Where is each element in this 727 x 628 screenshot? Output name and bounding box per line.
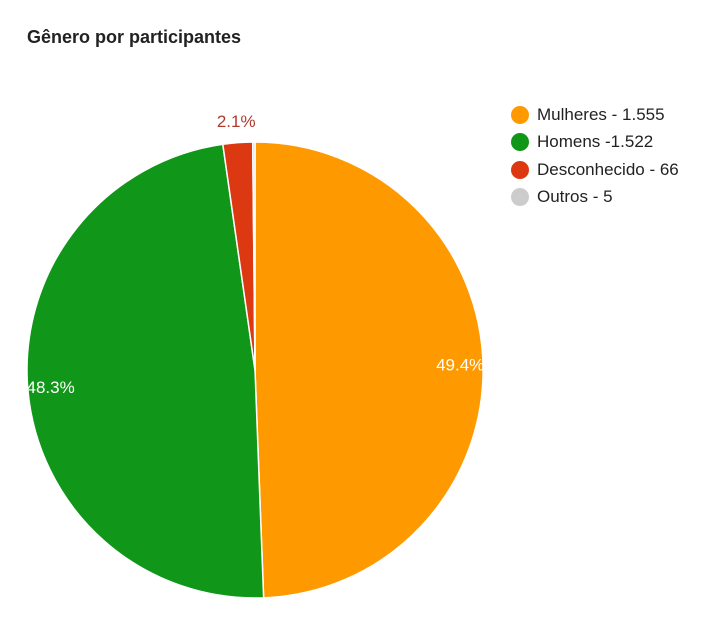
pie-label-homens: 48.3% xyxy=(26,378,74,397)
pie-slices xyxy=(26,141,484,599)
legend: Mulheres - 1.555 Homens -1.522 Desconhec… xyxy=(511,101,679,211)
legend-label-homens: Homens -1.522 xyxy=(537,132,654,152)
legend-swatch-outros xyxy=(511,188,529,207)
legend-item-mulheres[interactable]: Mulheres - 1.555 xyxy=(511,101,679,129)
pie-label-desconhecido: 2.1% xyxy=(217,112,256,131)
pie-slice-mulheres[interactable] xyxy=(254,141,484,599)
legend-item-desconhecido[interactable]: Desconhecido - 66 xyxy=(511,156,679,184)
legend-swatch-desconhecido xyxy=(511,160,529,179)
pie-labels: 49.4% 48.3% 2.1% xyxy=(26,112,484,397)
legend-swatch-homens xyxy=(511,133,529,152)
legend-item-homens[interactable]: Homens -1.522 xyxy=(511,129,679,157)
pie-label-mulheres: 49.4% xyxy=(436,356,484,375)
legend-label-desconhecido: Desconhecido - 66 xyxy=(537,159,679,179)
pie-slice-outros[interactable] xyxy=(251,141,256,371)
legend-item-outros[interactable]: Outros - 5 xyxy=(511,184,679,212)
pie-slice-homens[interactable] xyxy=(26,143,265,599)
legend-label-mulheres: Mulheres - 1.555 xyxy=(537,104,665,124)
chart-title: Gênero por participantes xyxy=(27,27,242,47)
legend-swatch-mulheres xyxy=(511,105,529,124)
legend-label-outros: Outros - 5 xyxy=(537,187,613,207)
